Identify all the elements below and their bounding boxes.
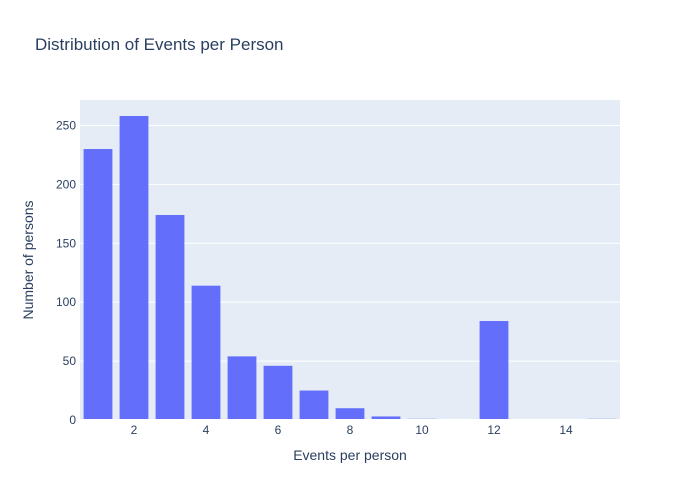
x-tick-label: 12 — [487, 423, 501, 437]
x-tick-label: 10 — [415, 423, 429, 437]
y-tick-label: 150 — [56, 236, 76, 250]
bar[interactable] — [191, 285, 221, 420]
y-tick-label: 0 — [69, 413, 76, 427]
bar[interactable] — [299, 390, 329, 420]
y-tick-label: 250 — [56, 118, 76, 132]
bar[interactable] — [371, 416, 401, 420]
x-tick-label: 14 — [559, 423, 573, 437]
bar[interactable] — [479, 321, 509, 420]
y-axis-ticks: 0 50 100 150 200 250 — [56, 118, 76, 427]
bar[interactable] — [263, 365, 293, 420]
x-tick-label: 2 — [131, 423, 138, 437]
y-tick-label: 200 — [56, 177, 76, 191]
x-axis-ticks: 2 4 6 8 10 12 14 — [131, 423, 573, 437]
y-tick-label: 50 — [63, 354, 77, 368]
bar[interactable] — [227, 356, 257, 420]
bar[interactable] — [119, 116, 149, 421]
y-axis-title: Number of persons — [20, 200, 36, 319]
x-tick-label: 6 — [275, 423, 282, 437]
bar[interactable] — [155, 214, 185, 420]
x-tick-label: 4 — [203, 423, 210, 437]
x-tick-label: 8 — [347, 423, 354, 437]
x-axis-title: Events per person — [293, 447, 407, 463]
bar[interactable] — [335, 408, 365, 420]
y-tick-label: 100 — [56, 295, 76, 309]
chart-title: Distribution of Events per Person — [35, 35, 284, 54]
bar[interactable] — [83, 149, 113, 421]
bars — [80, 116, 620, 421]
